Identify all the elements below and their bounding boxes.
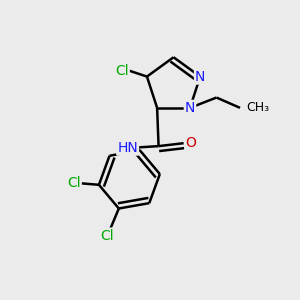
Text: CH₃: CH₃ <box>246 101 269 114</box>
Text: Cl: Cl <box>100 229 114 243</box>
Text: Cl: Cl <box>67 176 81 190</box>
Text: HN: HN <box>117 141 138 154</box>
Text: Cl: Cl <box>115 64 129 78</box>
Text: N: N <box>185 101 195 115</box>
Text: N: N <box>195 70 205 84</box>
Text: O: O <box>185 136 197 150</box>
